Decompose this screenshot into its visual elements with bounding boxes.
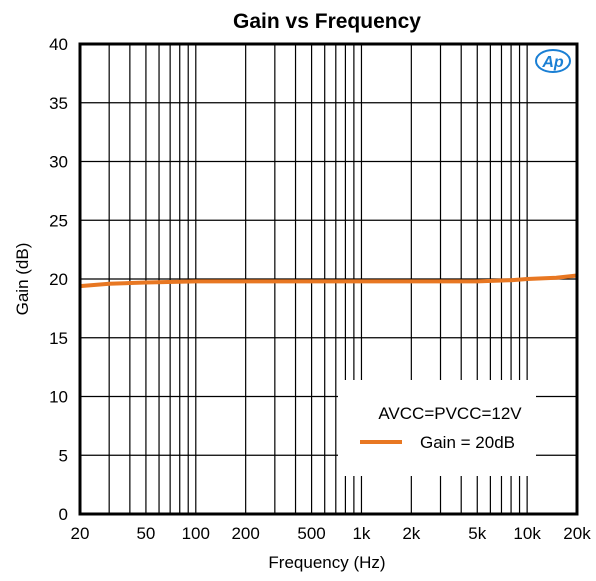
series-line-gain	[79, 273, 578, 289]
y-tick-label: 20	[49, 270, 68, 289]
x-tick-label: 20	[71, 524, 90, 543]
x-axis-tick-labels: 20 50 100 200 500 1k 2k 5k 10k 20k	[71, 524, 592, 543]
x-tick-label: 10k	[513, 524, 541, 543]
x-tick-label: 2k	[402, 524, 420, 543]
x-tick-label: 1k	[352, 524, 370, 543]
x-tick-label: 200	[231, 524, 259, 543]
legend-entry-gain: Gain = 20dB	[420, 433, 515, 452]
ap-logo: Ap	[535, 49, 571, 73]
legend-box	[338, 380, 536, 476]
y-tick-label: 30	[49, 153, 68, 172]
x-tick-label: 5k	[468, 524, 486, 543]
x-tick-label: 100	[182, 524, 210, 543]
y-tick-label: 25	[49, 211, 68, 230]
data-series	[79, 273, 578, 289]
legend-heading: AVCC=PVCC=12V	[378, 404, 522, 423]
ap-logo-text: Ap	[541, 54, 564, 71]
chart-title: Gain vs Frequency	[233, 10, 421, 33]
y-axis-tick-labels: 0 5 10 15 20 25 30 35 40	[49, 35, 68, 524]
x-tick-label: 20k	[563, 524, 591, 543]
y-tick-label: 15	[49, 329, 68, 348]
legend: AVCC=PVCC=12V Gain = 20dB	[338, 380, 536, 476]
x-axis-label: Frequency (Hz)	[268, 553, 385, 572]
plot-frame	[78, 42, 579, 516]
x-tick-label: 50	[136, 524, 155, 543]
y-tick-label: 5	[59, 446, 68, 465]
x-tick-label: 500	[297, 524, 325, 543]
y-tick-label: 35	[49, 94, 68, 113]
y-tick-label: 10	[49, 388, 68, 407]
y-tick-label: 40	[49, 35, 68, 54]
y-tick-label: 0	[59, 505, 68, 524]
y-axis-label: Gain (dB)	[13, 243, 32, 316]
